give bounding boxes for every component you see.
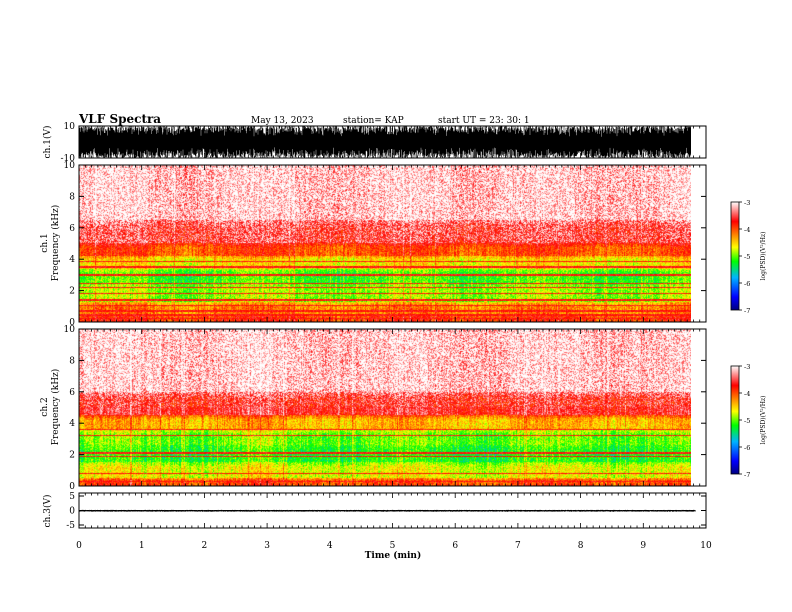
ch1-spectrogram-image — [79, 165, 691, 322]
xtick-label: 10 — [700, 541, 712, 551]
figure-title: VLF Spectra — [78, 112, 161, 126]
ytick-label: 6 — [69, 224, 75, 234]
ytick-label: 8 — [69, 356, 75, 366]
ytick-label: 0 — [69, 318, 75, 328]
colorbar-tick-label: -6 — [744, 444, 750, 452]
ch2-colorbar: -3 -4 -5 -6 -7 log(PSD)(V²/Hz) — [730, 363, 767, 479]
ch1-waveform-trace — [79, 126, 691, 158]
ch2-spectrogram-ylabel: ch.2Frequency (kHz) — [40, 369, 61, 446]
ch3-waveform-ylabel: ch.3(V) — [42, 495, 53, 528]
ch2-spectrogram-yticks: 0 2 4 6 8 10 — [64, 325, 706, 492]
ch1-spectrogram-panel: 0 2 4 6 8 10 ch.1Frequency (kHz) — [40, 161, 707, 328]
xtick-label: 1 — [139, 541, 145, 551]
colorbar-tick-label: -6 — [744, 280, 750, 288]
station-label: station= KAP — [343, 116, 404, 126]
xtick-label: 4 — [327, 541, 333, 551]
ytick-label: 6 — [69, 388, 75, 398]
time-axis-label: Time (min) — [365, 550, 422, 561]
ch3-waveform-trace — [78, 509, 696, 512]
ch1-waveform-yticks: 10 -10 — [61, 122, 706, 164]
ytick-label: -5 — [66, 521, 75, 531]
xtick-label: 9 — [640, 541, 646, 551]
xtick-label: 8 — [578, 541, 584, 551]
colorbar-tick-label: -4 — [744, 390, 750, 398]
ytick-label: -10 — [61, 154, 76, 164]
colorbar-tick-label: -3 — [744, 199, 750, 207]
ch3-waveform-yticks: 5 0 -5 — [66, 492, 706, 531]
colorbar-tick-label: -7 — [744, 307, 750, 315]
ytick-label: 2 — [69, 451, 75, 461]
time-axis: 0 1 2 3 4 5 6 7 8 9 10 — [76, 126, 712, 551]
colorbar-label: log(PSD)(V²/Hz) — [760, 396, 767, 445]
ch1-waveform-line — [79, 126, 691, 158]
colorbar-tick-label: -5 — [744, 253, 750, 261]
colorbar-tick-label: -7 — [744, 471, 750, 479]
xtick-label: 0 — [76, 541, 82, 551]
ch1-waveform-ylabel: ch.1(V) — [42, 126, 53, 159]
ytick-label: 10 — [64, 325, 76, 335]
colorbar-tick-label: -4 — [744, 226, 750, 234]
xtick-label: 5 — [390, 541, 396, 551]
ch1-spectrogram-yticks: 0 2 4 6 8 10 — [64, 161, 706, 328]
colorbar-label: log(PSD)(V²/Hz) — [760, 232, 767, 281]
ch3-waveform-line — [78, 509, 696, 512]
ytick-label: 4 — [69, 255, 75, 265]
start-time-label: start UT = 23: 30: 1 — [438, 116, 530, 126]
ytick-label: 4 — [69, 419, 75, 429]
colorbar-tick-label: -3 — [744, 363, 750, 371]
ytick-label: 2 — [69, 287, 75, 297]
xtick-label: 3 — [264, 541, 270, 551]
ytick-label: 10 — [64, 122, 76, 132]
ytick-label: 5 — [69, 492, 75, 502]
ch2-spectrogram-image — [79, 329, 691, 486]
ch1-colorbar: -3 -4 -5 -6 -7 log(PSD)(V²/Hz) — [730, 199, 767, 315]
ytick-label: 8 — [69, 192, 75, 202]
ytick-label: 0 — [69, 507, 75, 517]
ch2-spectrogram-panel: 0 2 4 6 8 10 ch.2Frequency (kHz) — [40, 325, 707, 492]
xtick-label: 2 — [202, 541, 208, 551]
xtick-label: 7 — [515, 541, 521, 551]
colorbar-gradient — [730, 365, 740, 475]
colorbar-tick-label: -5 — [744, 417, 750, 425]
colorbar-gradient — [730, 201, 740, 311]
ch1-spectrogram-ylabel: ch.1Frequency (kHz) — [40, 205, 61, 282]
xtick-label: 6 — [452, 541, 458, 551]
date-label: May 13, 2023 — [251, 116, 314, 126]
ytick-label: 10 — [64, 161, 76, 171]
ytick-label: 0 — [69, 482, 75, 492]
